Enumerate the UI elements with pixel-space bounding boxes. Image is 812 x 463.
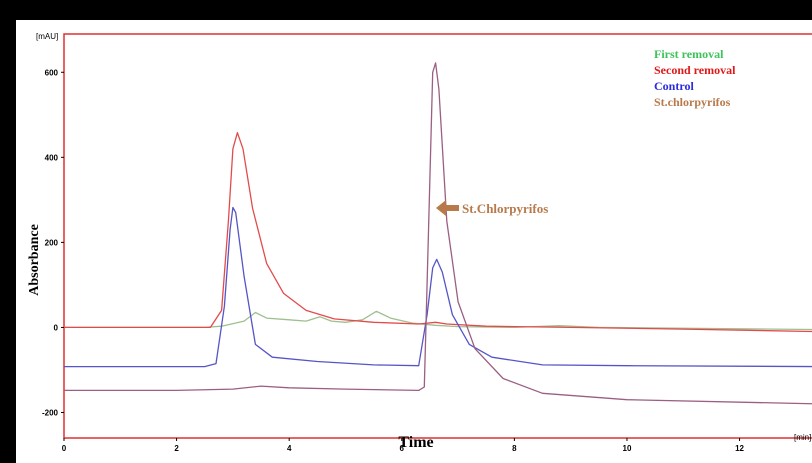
legend-entry: Second removal — [654, 63, 736, 77]
x-axis-ticks: 0 2 4 6 8 10 12 — [62, 438, 745, 453]
series-line-first-removal — [64, 310, 812, 331]
series-line-st-chlorpyrifos — [64, 62, 812, 405]
y-tick-label: 400 — [45, 153, 59, 162]
x-axis-title: Time — [398, 434, 433, 451]
x-tick-label: 8 — [512, 444, 517, 453]
x-tick-label: 12 — [735, 444, 744, 453]
x-tick-label: 10 — [623, 444, 632, 453]
legend-entry: Control — [654, 79, 694, 93]
annotation-arrow-icon — [436, 200, 459, 216]
y-tick-label: 600 — [45, 68, 59, 77]
legend-entry: First removal — [654, 47, 724, 61]
x-tick-label: 6 — [400, 444, 405, 453]
x-tick-label: 2 — [174, 444, 179, 453]
series-line-control — [64, 206, 812, 368]
y-tick-label: 0 — [54, 323, 59, 332]
plot-border — [63, 33, 812, 439]
x-tick-label: 4 — [287, 444, 292, 453]
y-unit-label: [mAU] — [36, 32, 58, 41]
annotation-label: St.Chlorpyrifos — [462, 201, 548, 216]
y-axis-ticks: -200 0 200 400 600 — [42, 68, 64, 417]
chromatogram-panel: -200 0 200 400 600 0 2 4 6 8 10 12 [mAU] [min] Tim… — [16, 20, 812, 463]
x-unit-label: [min] — [794, 433, 811, 442]
legend-entry: St.chlorpyrifos — [654, 95, 731, 109]
series-lines — [64, 62, 812, 405]
y-axis-title: Absorbance — [27, 224, 42, 296]
peak-annotation: St.Chlorpyrifos — [436, 200, 548, 216]
legend: First removal Second removal Control St.chl… — [654, 47, 736, 109]
y-tick-label: 200 — [45, 238, 59, 247]
y-tick-label: -200 — [42, 408, 59, 417]
chromatogram-chart: -200 0 200 400 600 0 2 4 6 8 10 12 [mAU] [min] Tim… — [27, 32, 812, 453]
series-line-second-removal — [64, 132, 812, 333]
x-tick-label: 0 — [62, 444, 67, 453]
